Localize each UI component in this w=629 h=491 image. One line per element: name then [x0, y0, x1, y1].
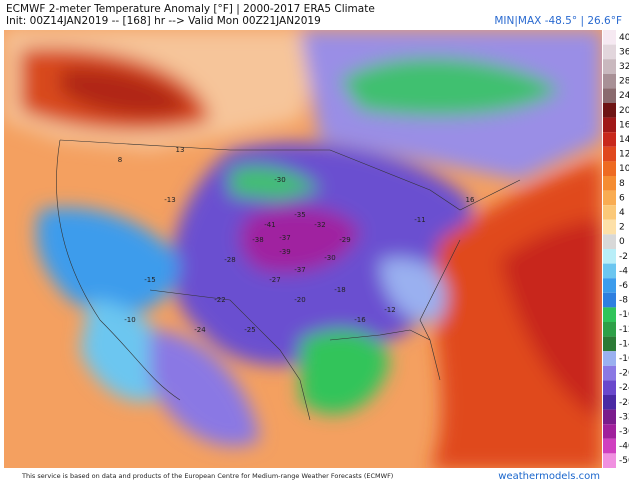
colorbar-label: -36 — [619, 427, 629, 437]
colorbar-swatch — [603, 219, 616, 235]
colorbar-swatch — [603, 161, 616, 176]
colorbar-swatch — [603, 278, 616, 293]
colorbar-label: -16 — [619, 354, 629, 364]
map-value: -16 — [354, 316, 366, 324]
colorbar-swatch — [603, 205, 616, 220]
colorbar-swatch — [603, 351, 616, 366]
colorbar-swatch — [603, 146, 616, 162]
map-value: -12 — [384, 306, 395, 314]
colorbar-swatch — [603, 365, 616, 381]
colorbar-label: 8 — [619, 179, 625, 189]
colorbar-swatch — [603, 395, 616, 410]
colorbar-swatch — [603, 234, 616, 249]
map-value: -35 — [294, 211, 305, 219]
colorbar-label: -40 — [619, 442, 629, 452]
colorbar-swatch — [603, 424, 616, 439]
colorbar-label: -10 — [619, 310, 629, 320]
colorbar-label: -32 — [619, 412, 629, 422]
map-value: -24 — [194, 326, 206, 334]
map-value: 8 — [118, 156, 122, 164]
map-value: -13 — [164, 196, 175, 204]
title: ECMWF 2-meter Temperature Anomaly [°F] |… — [6, 3, 375, 15]
map-value: -10 — [124, 316, 135, 324]
map-value: -30 — [324, 254, 335, 262]
colorbar-label: 2 — [619, 223, 625, 233]
map-value: 13 — [176, 146, 185, 154]
map-value: -22 — [214, 296, 225, 304]
colorbar-label: 32 — [619, 62, 629, 72]
map-value: -39 — [279, 248, 290, 256]
colorbar-swatch — [603, 336, 616, 352]
colorbar-label: 28 — [619, 77, 629, 87]
colorbar-swatch — [603, 59, 616, 74]
map-value: -18 — [334, 286, 345, 294]
map-value: 16 — [466, 196, 475, 204]
colorbar-swatch — [603, 263, 616, 279]
map-value: -11 — [414, 216, 425, 224]
colorbar-label: -6 — [619, 281, 628, 291]
colorbar-swatch — [603, 438, 616, 454]
colorbar-label: 36 — [619, 47, 629, 57]
colorbar-swatch — [603, 73, 616, 89]
colorbar-swatch — [603, 132, 616, 147]
boundaries — [56, 139, 521, 421]
colorbar-label: 14 — [619, 135, 629, 145]
colorbar-swatch — [603, 44, 616, 60]
colorbar-label: -50 — [619, 456, 629, 466]
map-value: -28 — [224, 256, 235, 264]
colorbar-label: -20 — [619, 369, 629, 379]
colorbar-label: -2 — [619, 252, 628, 262]
colorbar-swatch — [603, 176, 616, 191]
map-value: -41 — [264, 221, 275, 229]
map-value: -15 — [144, 276, 155, 284]
colorbar-swatch — [603, 117, 616, 133]
colorbar-label: -24 — [619, 383, 629, 393]
min-max: MIN|MAX -48.5° | 26.6°F — [494, 15, 622, 27]
map-value: -30 — [274, 176, 285, 184]
colorbar-label: -12 — [619, 325, 629, 335]
subtitle: Init: 00Z14JAN2019 -- [168] hr --> Valid… — [6, 15, 321, 27]
colorbar-label: -8 — [619, 296, 628, 306]
map-value: -38 — [252, 236, 263, 244]
colorbar-label: -4 — [619, 266, 628, 276]
footer-credit: weathermodels.com — [498, 471, 600, 482]
map-value: -25 — [244, 326, 255, 334]
anomaly-field: -35 -41-38 -37 -32 -29 -39 -37 -30 -27 -20 -18 -12 -… — [4, 30, 602, 468]
colorbar-swatch — [603, 380, 616, 395]
colorbar-label: -28 — [619, 398, 629, 408]
colorbar-swatch — [603, 30, 616, 45]
colorbar-swatch — [603, 190, 616, 206]
colorbar-label: 10 — [619, 164, 629, 174]
map-values: -35 -41-38 -37 -32 -29 -39 -37 -30 -27 -20 -18 -12 -… — [118, 146, 475, 334]
map-value: -37 — [294, 266, 305, 274]
colorbar-label: -14 — [619, 339, 629, 349]
colorbar-label: 40 — [619, 33, 629, 43]
colorbar-label: 20 — [619, 106, 629, 116]
colorbar-swatch — [603, 307, 616, 322]
map-value: -20 — [294, 296, 305, 304]
colorbar-swatch — [603, 322, 616, 337]
colorbar-swatch — [603, 249, 616, 264]
colorbar-label: 16 — [619, 120, 629, 130]
colorbar-swatch — [603, 88, 616, 103]
colorbar-swatch — [603, 409, 616, 425]
map-value: -32 — [314, 221, 325, 229]
colorbar-swatch — [603, 292, 616, 308]
map-value: -27 — [269, 276, 280, 284]
colorbar-label: 24 — [619, 91, 629, 101]
map-value: -29 — [339, 236, 350, 244]
footer-notice: This service is based on data and produc… — [21, 472, 393, 480]
colorbar-swatch — [603, 453, 616, 468]
colorbar-swatch — [603, 103, 616, 118]
colorbar-label: 12 — [619, 150, 629, 160]
map-value: -37 — [279, 234, 290, 242]
colorbar: 4036322824201614121086420-2-4-6-8-10-12-… — [603, 30, 629, 468]
colorbar-label: 0 — [619, 237, 625, 247]
colorbar-label: 4 — [619, 208, 625, 218]
colorbar-label: 6 — [619, 193, 625, 203]
